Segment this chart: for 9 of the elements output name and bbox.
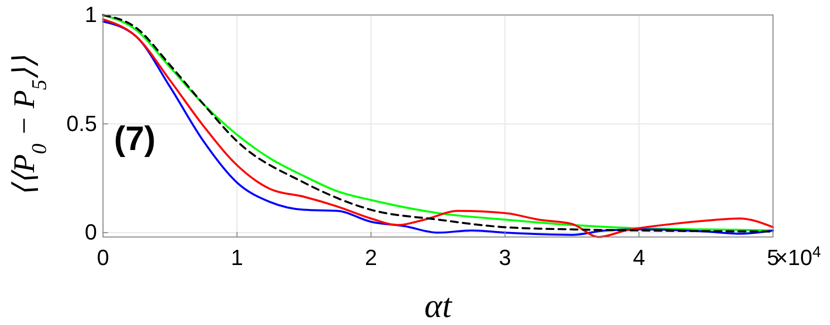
x-tick-label: 1 — [230, 245, 244, 270]
x-axis-title: αt — [424, 288, 454, 325]
x-tick-label: 2 — [364, 245, 378, 270]
y-tick-label: 1 — [84, 2, 97, 27]
y-tick-label: 0 — [84, 220, 97, 245]
annotation: (7) — [114, 120, 156, 158]
x-tick-label: 4 — [632, 245, 646, 270]
x-tick-label: 3 — [498, 245, 512, 270]
y-tick-label: 0.5 — [66, 110, 97, 136]
